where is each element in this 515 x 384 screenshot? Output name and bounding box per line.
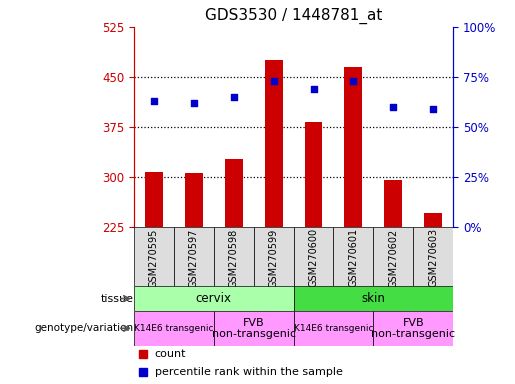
- Bar: [294, 311, 373, 346]
- Bar: [373, 311, 453, 346]
- Bar: [214, 311, 294, 346]
- Text: GSM270595: GSM270595: [149, 228, 159, 288]
- Text: FVB
non-transgenic: FVB non-transgenic: [212, 318, 296, 339]
- Text: GSM270600: GSM270600: [308, 228, 318, 288]
- Text: GSM270598: GSM270598: [229, 228, 238, 288]
- Point: [190, 100, 198, 106]
- Bar: [145, 172, 163, 227]
- Point: [389, 104, 398, 110]
- Bar: [174, 227, 214, 286]
- Bar: [294, 227, 334, 286]
- Bar: [345, 67, 363, 227]
- Text: K14E6 transgenic: K14E6 transgenic: [134, 324, 214, 333]
- Bar: [373, 227, 413, 286]
- Bar: [384, 180, 402, 227]
- Point: [230, 94, 238, 100]
- Point: [429, 106, 437, 112]
- Text: skin: skin: [362, 292, 385, 305]
- Bar: [253, 227, 294, 286]
- Title: GDS3530 / 1448781_at: GDS3530 / 1448781_at: [205, 8, 382, 24]
- Text: GSM270599: GSM270599: [269, 228, 279, 288]
- Bar: [185, 173, 203, 227]
- Text: GSM270597: GSM270597: [189, 228, 199, 288]
- Text: GSM270602: GSM270602: [388, 228, 398, 288]
- Bar: [334, 227, 373, 286]
- Text: GSM270603: GSM270603: [428, 228, 438, 288]
- Text: count: count: [154, 349, 186, 359]
- Bar: [214, 227, 253, 286]
- Text: FVB
non-transgenic: FVB non-transgenic: [371, 318, 455, 339]
- Text: cervix: cervix: [196, 292, 232, 305]
- Bar: [134, 311, 214, 346]
- Bar: [413, 227, 453, 286]
- Point: [269, 78, 278, 84]
- Bar: [134, 227, 174, 286]
- Text: genotype/variation: genotype/variation: [35, 323, 134, 333]
- Text: percentile rank within the sample: percentile rank within the sample: [154, 366, 342, 377]
- Point: [310, 86, 318, 92]
- Bar: [424, 213, 442, 227]
- Text: GSM270601: GSM270601: [349, 228, 358, 288]
- Bar: [265, 60, 283, 227]
- Point: [349, 78, 357, 84]
- Text: K14E6 transgenic: K14E6 transgenic: [294, 324, 373, 333]
- Bar: [294, 286, 453, 311]
- Text: tissue: tissue: [101, 293, 134, 304]
- Bar: [225, 159, 243, 227]
- Bar: [304, 122, 322, 227]
- Point: [150, 98, 158, 104]
- Bar: [134, 286, 294, 311]
